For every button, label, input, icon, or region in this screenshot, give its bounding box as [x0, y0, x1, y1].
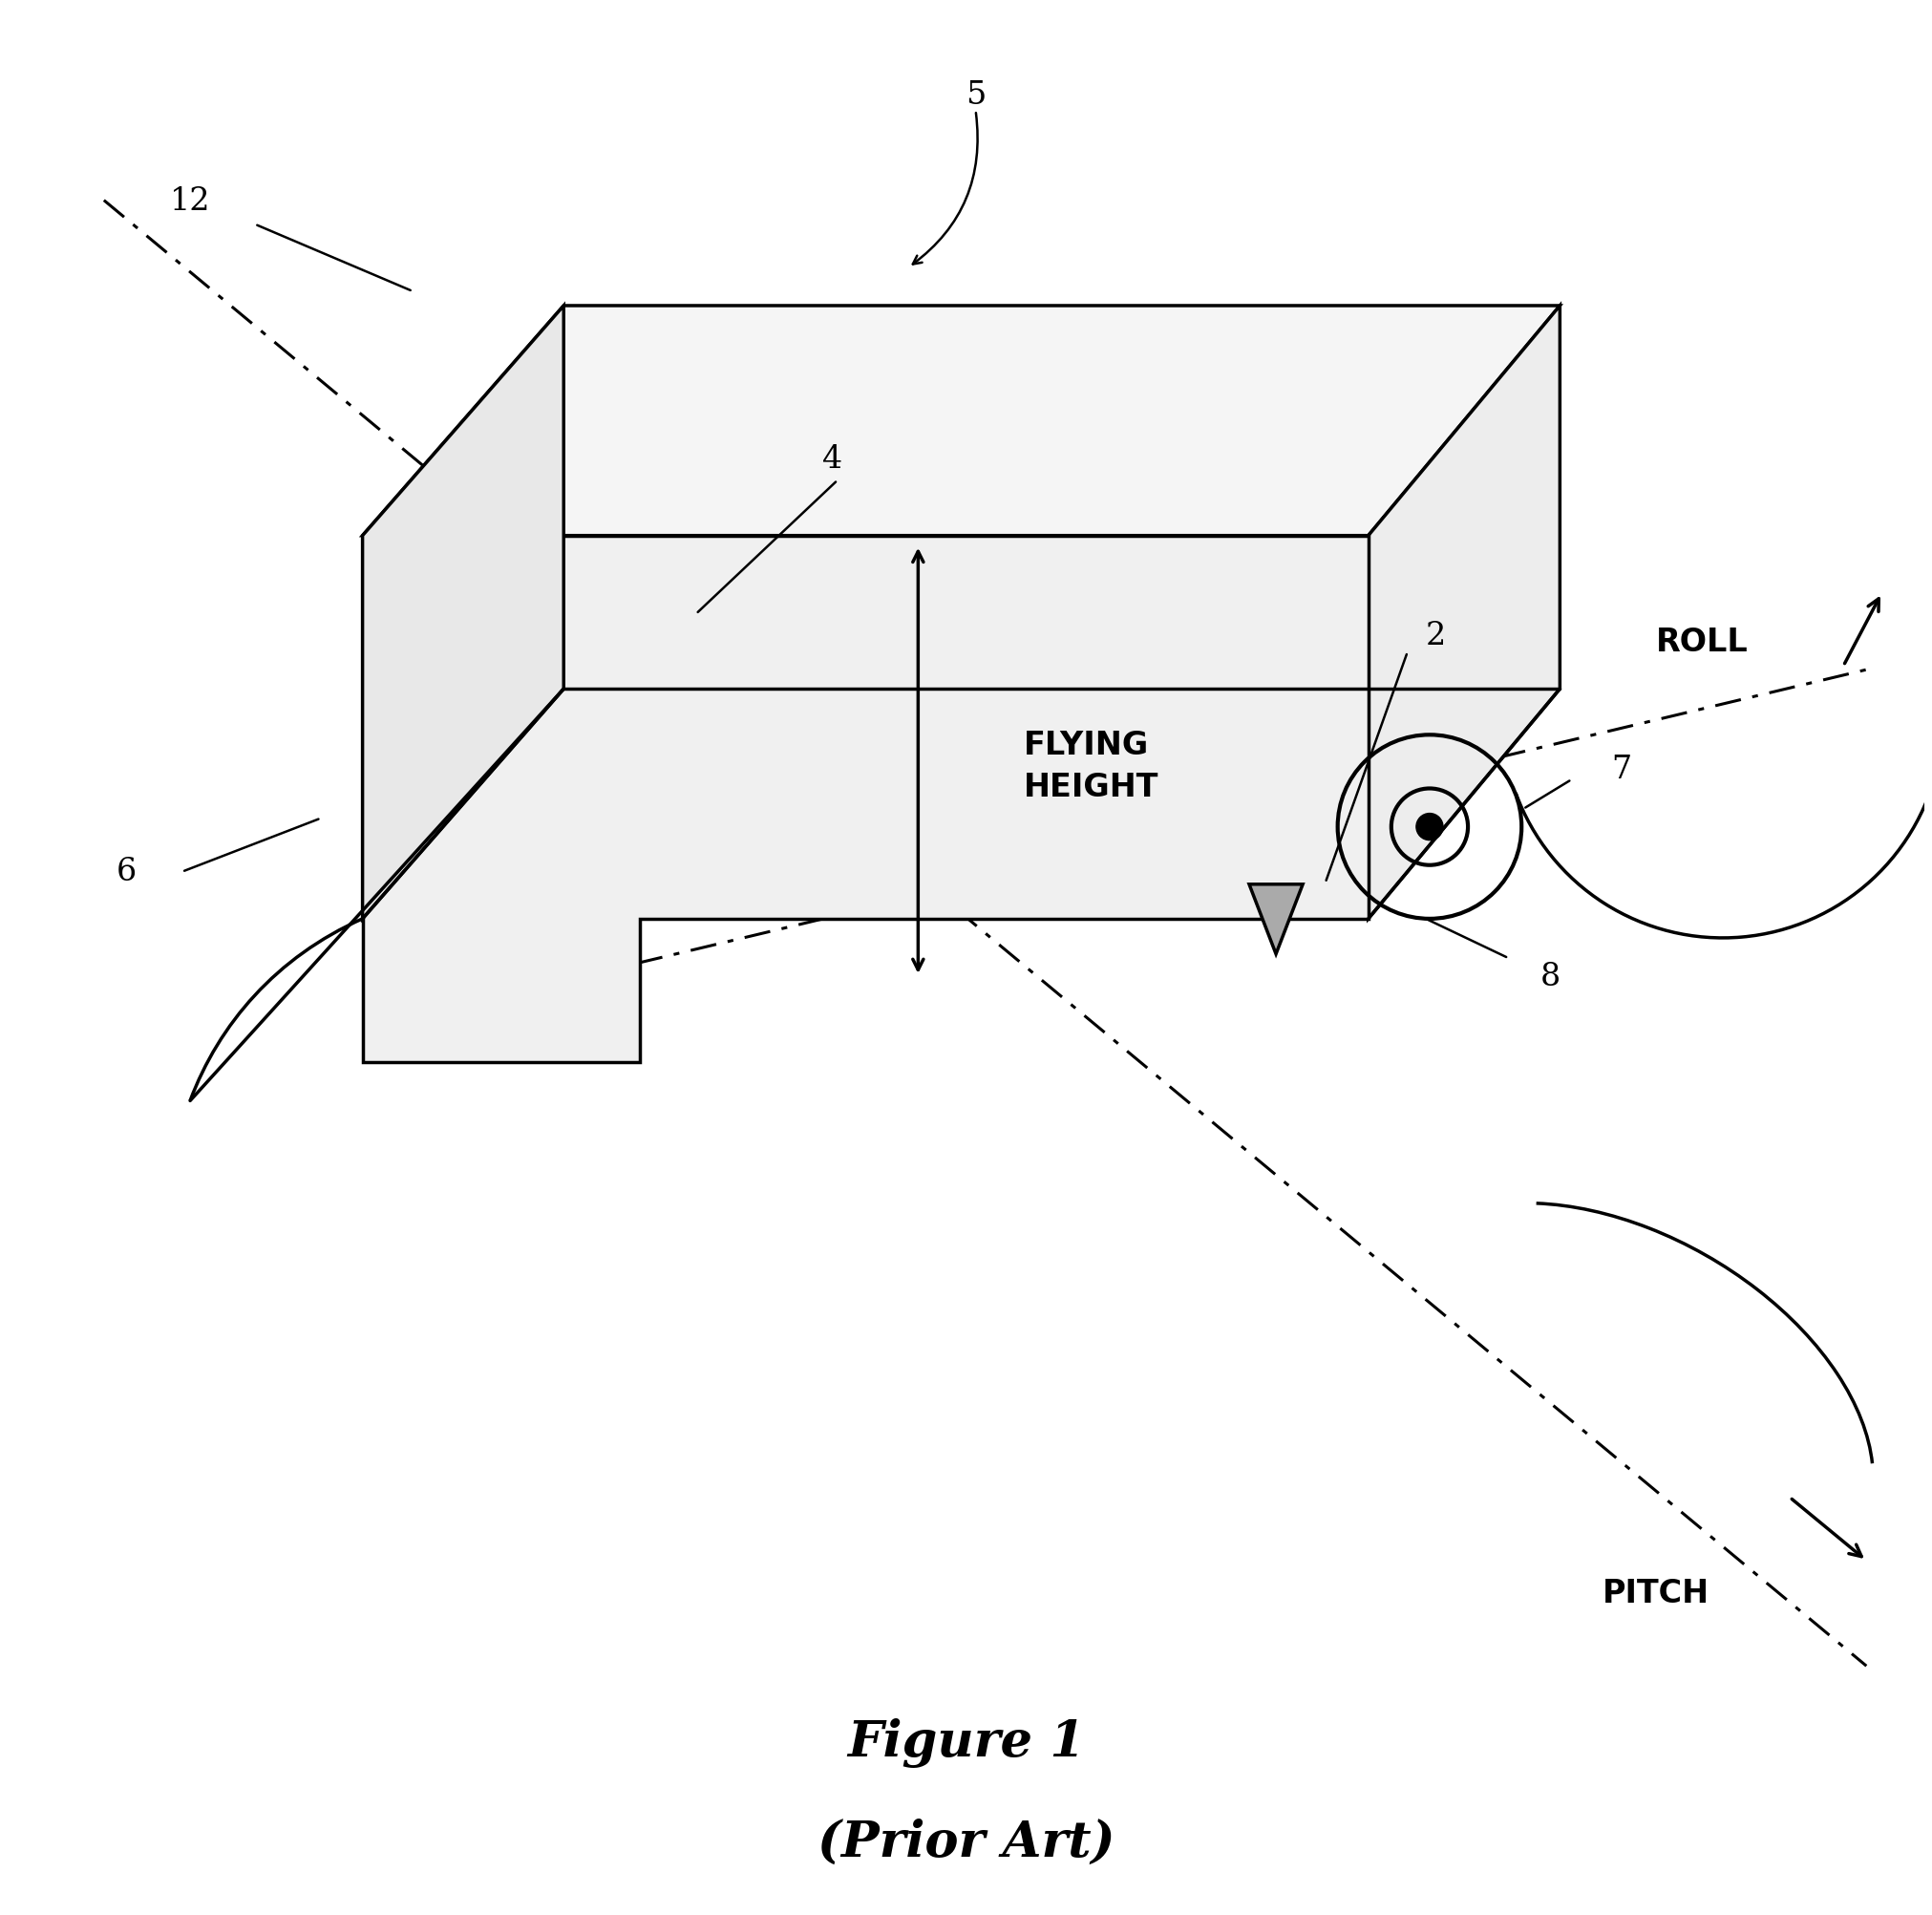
Text: 4: 4 [821, 444, 842, 475]
Text: FLYING
HEIGHT: FLYING HEIGHT [1024, 730, 1159, 802]
Text: 7: 7 [1611, 755, 1631, 785]
Polygon shape [363, 306, 564, 919]
Text: 8: 8 [1540, 961, 1561, 992]
Polygon shape [363, 306, 1559, 536]
Text: 6: 6 [116, 856, 137, 887]
Text: 12: 12 [170, 186, 211, 216]
Text: ROLL: ROLL [1656, 626, 1748, 657]
Circle shape [1416, 814, 1443, 841]
Text: (Prior Art): (Prior Art) [817, 1817, 1115, 1867]
Polygon shape [1368, 306, 1559, 919]
Polygon shape [363, 536, 1368, 1063]
Text: 5: 5 [966, 80, 985, 111]
Polygon shape [1250, 885, 1302, 954]
Text: 2: 2 [1426, 620, 1445, 651]
Text: PITCH: PITCH [1602, 1578, 1710, 1609]
Text: Figure 1: Figure 1 [846, 1718, 1086, 1768]
